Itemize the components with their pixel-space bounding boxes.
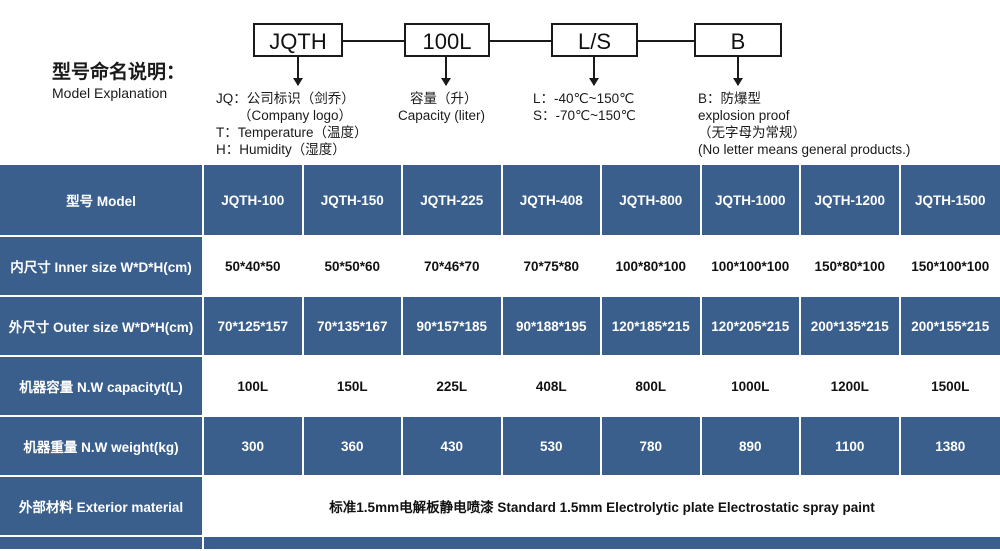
row-label-inner-size: 内尺寸 Inner size W*D*H(cm) bbox=[0, 237, 204, 297]
note-line: （无字母为常规） bbox=[698, 124, 910, 141]
table-cell: 1200L bbox=[801, 357, 901, 417]
row-label-exterior-material: 外部材料 Exterior material bbox=[0, 477, 204, 537]
note-line: 容量（升） bbox=[398, 90, 485, 107]
table-cell: 800L bbox=[602, 357, 702, 417]
row-label-outer-size: 外尺寸 Outer size W*D*H(cm) bbox=[0, 297, 204, 357]
row-label-weight: 机器重量 N.W weight(kg) bbox=[0, 417, 204, 477]
table-row-outer-size: 外尺寸 Outer size W*D*H(cm) 70*125*157 70*1… bbox=[0, 297, 1000, 357]
table-cell: 100L bbox=[204, 357, 304, 417]
table-cell: 780 bbox=[602, 417, 702, 477]
table-cell: 100*80*100 bbox=[602, 237, 702, 297]
connector-3 bbox=[638, 40, 694, 42]
table-cell: 120*185*215 bbox=[602, 297, 702, 357]
table-cell: 90*188*195 bbox=[503, 297, 603, 357]
table-cell: 150*80*100 bbox=[801, 237, 901, 297]
table-cell: JQTH-1500 bbox=[901, 165, 1000, 237]
table-cell-partial bbox=[204, 537, 1000, 551]
table-cell: 1380 bbox=[901, 417, 1000, 477]
note-line: Capacity (liter) bbox=[398, 107, 485, 124]
table-cell: 70*75*80 bbox=[503, 237, 603, 297]
table-row-exterior-material: 外部材料 Exterior material 标准1.5mm电解板静电喷漆 St… bbox=[0, 477, 1000, 537]
table-cell: JQTH-150 bbox=[304, 165, 404, 237]
note-line: B：防爆型 bbox=[698, 90, 910, 107]
table-cell: 200*155*215 bbox=[901, 297, 1000, 357]
table-cell: 1000L bbox=[702, 357, 802, 417]
row-label-partial bbox=[0, 537, 204, 551]
table-cell: 1500L bbox=[901, 357, 1000, 417]
connector-2 bbox=[490, 40, 551, 42]
table-row-capacity: 机器容量 N.W capacityt(L) 100L 150L 225L 408… bbox=[0, 357, 1000, 417]
table-cell: JQTH-1200 bbox=[801, 165, 901, 237]
row-label-model: 型号 Model bbox=[0, 165, 204, 237]
table-cell: 890 bbox=[702, 417, 802, 477]
arrow-down-icon-2 bbox=[445, 57, 447, 85]
note-model-prefix: JQ：公司标识（剑乔） （Company logo） T：Temperature… bbox=[216, 90, 368, 158]
table-cell: 530 bbox=[503, 417, 603, 477]
note-explosion-proof: B：防爆型 explosion proof （无字母为常规） (No lette… bbox=[698, 90, 910, 158]
table-row-partial-bottom bbox=[0, 537, 1000, 551]
arrow-down-icon-1 bbox=[297, 57, 299, 85]
table-cell: 70*125*157 bbox=[204, 297, 304, 357]
table-cell: 120*205*215 bbox=[702, 297, 802, 357]
table-cell: 70*46*70 bbox=[403, 237, 503, 297]
table-cell: JQTH-225 bbox=[403, 165, 503, 237]
table-cell: 100*100*100 bbox=[702, 237, 802, 297]
table-cell-exterior-material-value: 标准1.5mm电解板静电喷漆 Standard 1.5mm Electrolyt… bbox=[204, 477, 1000, 537]
table-cell: 150L bbox=[304, 357, 404, 417]
note-line: S：-70℃~150℃ bbox=[533, 107, 636, 124]
row-label-capacity: 机器容量 N.W capacityt(L) bbox=[0, 357, 204, 417]
table-cell: 50*40*50 bbox=[204, 237, 304, 297]
table-row-model: 型号 Model JQTH-100 JQTH-150 JQTH-225 JQTH… bbox=[0, 165, 1000, 237]
table-cell: JQTH-408 bbox=[503, 165, 603, 237]
table-cell: 300 bbox=[204, 417, 304, 477]
table-row-weight: 机器重量 N.W weight(kg) 300 360 430 530 780 … bbox=[0, 417, 1000, 477]
model-explanation-diagram: 型号命名说明： Model Explanation JQTH 100L L/S … bbox=[0, 0, 1000, 165]
code-box-capacity: 100L bbox=[404, 23, 490, 57]
note-line: JQ：公司标识（剑乔） bbox=[216, 90, 368, 107]
table-cell: JQTH-800 bbox=[602, 165, 702, 237]
table-cell: 1100 bbox=[801, 417, 901, 477]
code-box-temperature-range: L/S bbox=[551, 23, 638, 57]
table-cell: 70*135*167 bbox=[304, 297, 404, 357]
table-cell: 360 bbox=[304, 417, 404, 477]
note-capacity: 容量（升） Capacity (liter) bbox=[398, 90, 485, 124]
table-cell: 408L bbox=[503, 357, 603, 417]
arrow-down-icon-4 bbox=[737, 57, 739, 85]
table-cell: JQTH-1000 bbox=[702, 165, 802, 237]
note-line: H：Humidity（湿度） bbox=[216, 141, 368, 158]
note-line: explosion proof bbox=[698, 107, 910, 124]
note-line: T：Temperature（温度） bbox=[216, 124, 368, 141]
table-row-inner-size: 内尺寸 Inner size W*D*H(cm) 50*40*50 50*50*… bbox=[0, 237, 1000, 297]
explanation-title-cn: 型号命名说明： bbox=[52, 62, 222, 84]
note-line: L：-40℃~150℃ bbox=[533, 90, 636, 107]
table-cell: 50*50*60 bbox=[304, 237, 404, 297]
explanation-title-en: Model Explanation bbox=[52, 84, 222, 102]
arrow-down-icon-3 bbox=[593, 57, 595, 85]
code-box-model-prefix: JQTH bbox=[253, 23, 343, 57]
table-cell: 225L bbox=[403, 357, 503, 417]
note-temperature-range: L：-40℃~150℃ S：-70℃~150℃ bbox=[533, 90, 636, 124]
table-cell: 150*100*100 bbox=[901, 237, 1000, 297]
specification-table: 型号 Model JQTH-100 JQTH-150 JQTH-225 JQTH… bbox=[0, 165, 1000, 551]
note-line: （Company logo） bbox=[216, 107, 368, 124]
table-cell: 90*157*185 bbox=[403, 297, 503, 357]
table-cell: JQTH-100 bbox=[204, 165, 304, 237]
table-cell: 200*135*215 bbox=[801, 297, 901, 357]
note-line: (No letter means general products.) bbox=[698, 141, 910, 158]
table-cell: 430 bbox=[403, 417, 503, 477]
explanation-title: 型号命名说明： Model Explanation bbox=[52, 62, 222, 102]
code-box-explosion-proof: B bbox=[694, 23, 782, 57]
